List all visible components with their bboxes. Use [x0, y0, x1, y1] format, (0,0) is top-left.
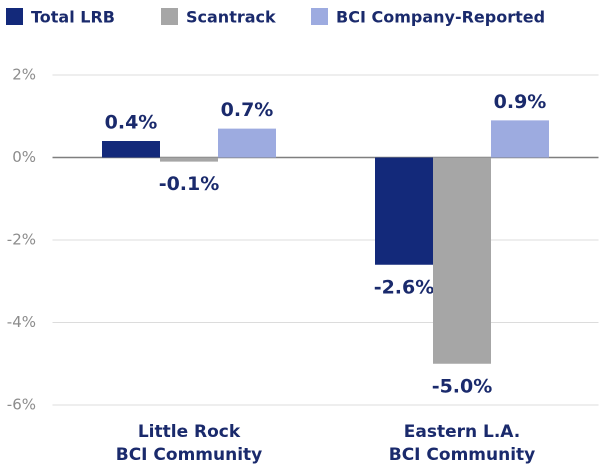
x-tick-label: Eastern L.A. [404, 422, 521, 442]
y-tick-label: -6% [7, 396, 36, 414]
value-label: 0.9% [494, 91, 547, 113]
bar [102, 141, 160, 158]
y-tick-label: -2% [7, 231, 36, 249]
y-tick-label: 0% [12, 148, 36, 166]
y-tick-label: 2% [12, 66, 36, 84]
value-label: -2.6% [374, 276, 435, 298]
legend-label: BCI Company-Reported [336, 8, 545, 27]
x-tick-label: BCI Community [389, 445, 536, 465]
value-label: -0.1% [159, 173, 220, 195]
value-label: 0.7% [221, 99, 274, 121]
legend-label: Total LRB [31, 8, 115, 27]
y-tick-label: -4% [7, 313, 36, 331]
value-label: -5.0% [432, 375, 493, 397]
legend-label: Scantrack [186, 8, 276, 27]
x-tick-label: BCI Community [116, 445, 263, 465]
legend-swatch [311, 8, 328, 25]
legend-swatch [161, 8, 178, 25]
value-label: 0.4% [105, 112, 158, 134]
bar [218, 128, 276, 158]
legend-swatch [6, 8, 23, 25]
bar [160, 157, 218, 162]
bar [375, 157, 433, 265]
bar [433, 157, 491, 364]
x-tick-label: Little Rock [138, 422, 241, 442]
bar [491, 120, 549, 158]
